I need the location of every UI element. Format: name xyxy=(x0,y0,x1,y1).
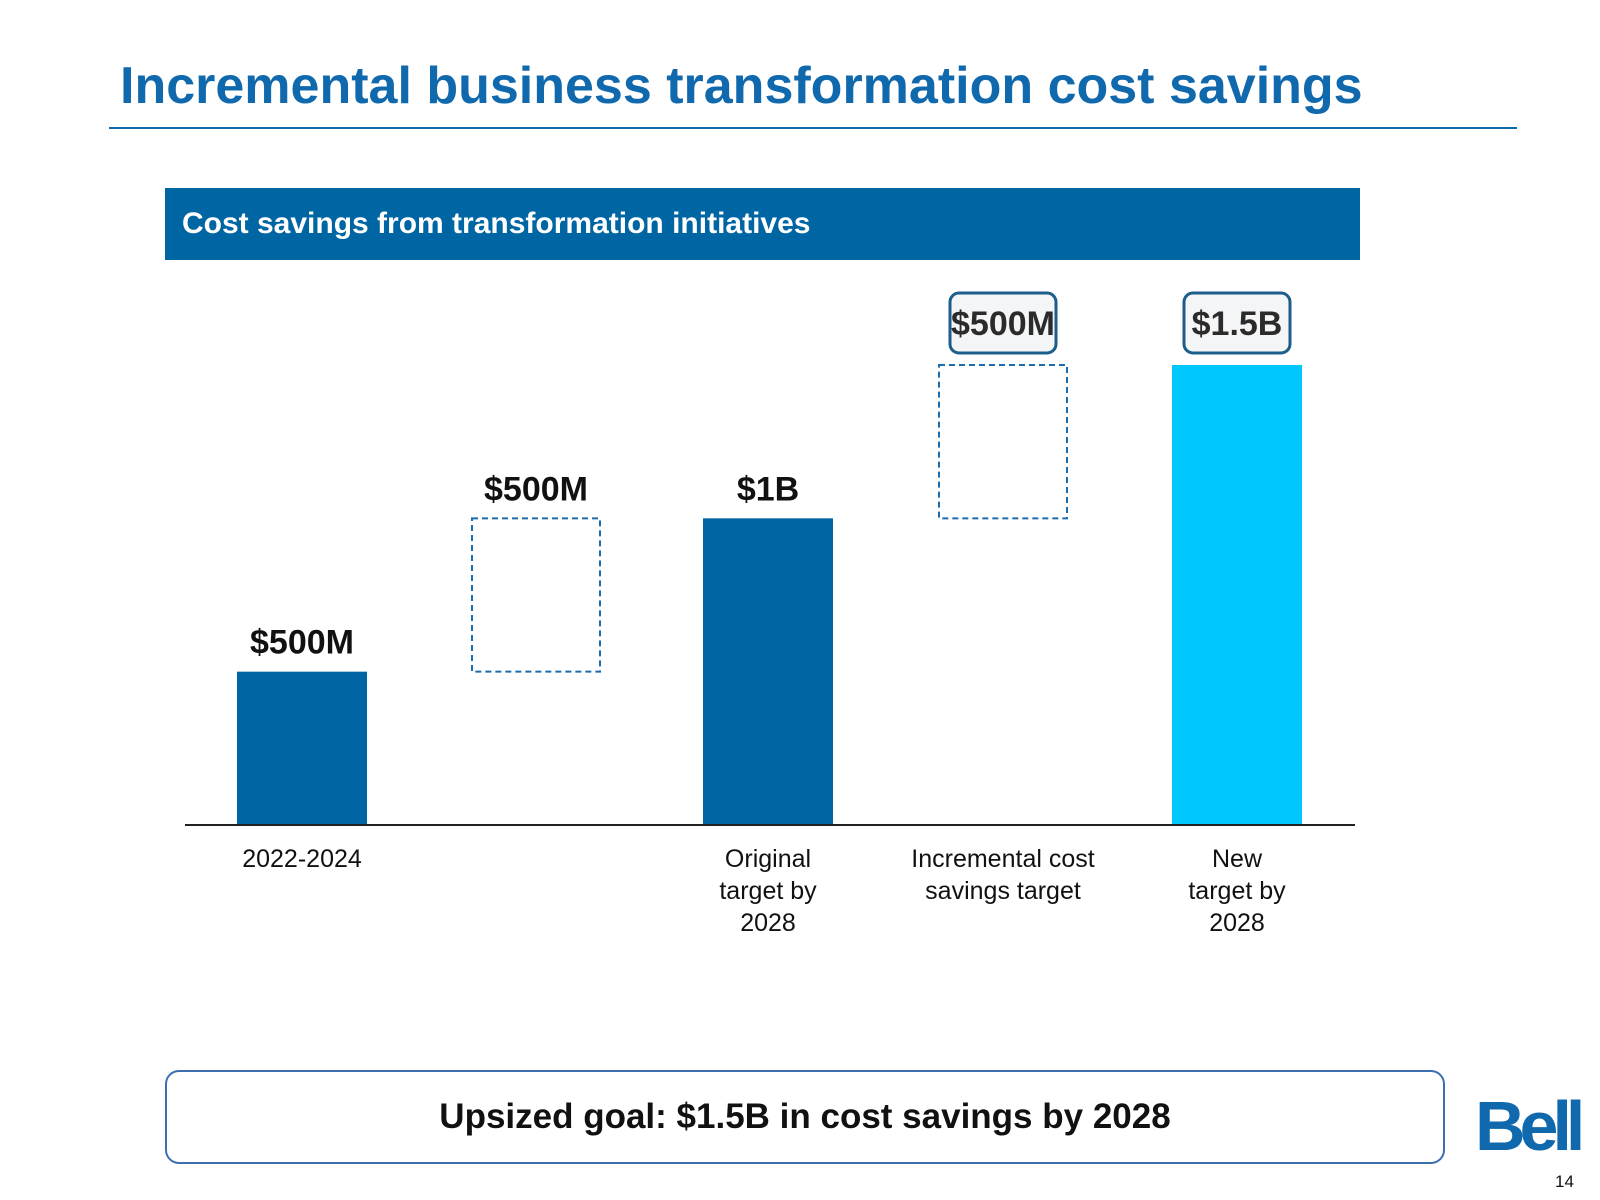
goal-text: Upsized goal: $1.5B in cost savings by 2… xyxy=(439,1097,1171,1136)
category-label-line: target by xyxy=(719,877,817,905)
bar-5 xyxy=(1172,365,1302,825)
value-label-4: $500M xyxy=(951,305,1055,343)
chart-header-title: Cost savings from transformation initiat… xyxy=(182,207,811,240)
category-label-line: savings target xyxy=(925,877,1081,905)
category-label-line: 2022-2024 xyxy=(242,845,362,873)
bell-logo: Bell xyxy=(1475,1087,1585,1165)
category-label-1: 2022-2024 xyxy=(242,845,362,873)
category-label-line: Incremental cost xyxy=(911,845,1094,873)
slide-title: Incremental business transformation cost… xyxy=(120,57,1363,115)
value-label-2: $500M xyxy=(484,470,588,508)
bar-3 xyxy=(703,518,833,825)
category-label-4: Incremental cost savings target xyxy=(911,845,1094,905)
bar-2-dashed xyxy=(471,517,601,673)
category-label-line: Original xyxy=(725,845,811,873)
category-label-line: New xyxy=(1212,845,1263,873)
goal-callout: Upsized goal: $1.5B in cost savings by 2… xyxy=(165,1070,1445,1164)
value-label-5: $1.5B xyxy=(1192,305,1283,343)
title-divider xyxy=(109,127,1517,129)
category-label-3: Original target by 2028 xyxy=(719,845,817,937)
waterfall-chart: $500M 2022-2024 $500M $1B Original target by 2… xyxy=(185,291,1355,937)
category-label-line: target by xyxy=(1188,877,1286,905)
value-label-box-4 xyxy=(948,291,1058,355)
bar-4-dashed xyxy=(938,364,1068,520)
page-number: 14 xyxy=(1555,1172,1574,1191)
bar-1 xyxy=(237,671,367,825)
value-label-box-5 xyxy=(1182,291,1292,355)
chart-header-bar: Cost savings from transformation initiat… xyxy=(165,188,1360,260)
category-label-line: 2028 xyxy=(1209,909,1265,937)
category-label-5: New target by 2028 xyxy=(1188,845,1286,937)
category-label-line: 2028 xyxy=(740,909,796,937)
value-label-3: $1B xyxy=(737,470,799,508)
value-label-1: $500M xyxy=(250,624,354,662)
